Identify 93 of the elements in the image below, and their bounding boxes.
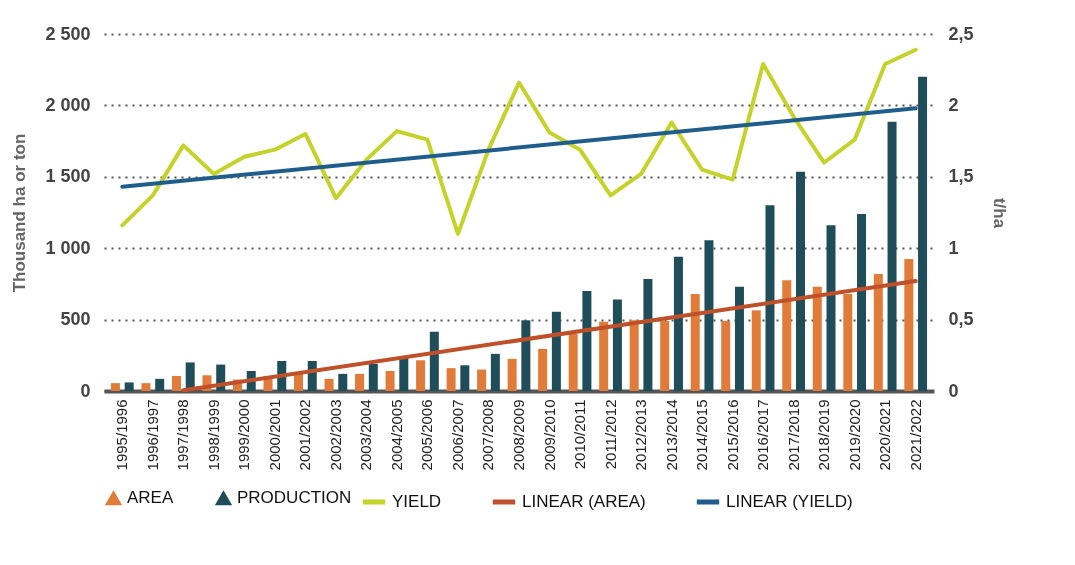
x-tick-label: 2014/2015 — [693, 399, 711, 471]
bar — [155, 378, 165, 391]
bar — [599, 321, 609, 391]
bar — [826, 225, 836, 391]
x-tick-label: 2007/2008 — [479, 399, 497, 471]
legend-label: LINEAR (AREA) — [522, 492, 646, 511]
y-tick-label: 2 500 — [45, 23, 91, 44]
bar — [721, 321, 731, 391]
bar — [629, 320, 639, 391]
x-tick-label: 2003/2004 — [357, 399, 375, 471]
bar — [446, 368, 456, 391]
legend-label: PRODUCTION — [237, 487, 352, 507]
bar — [918, 76, 928, 391]
bar — [673, 256, 683, 391]
bar — [612, 299, 622, 391]
x-tick-label: 2005/2006 — [418, 399, 436, 471]
bar — [324, 378, 334, 391]
bar — [490, 353, 500, 391]
bar — [568, 333, 578, 391]
x-tick-label: 2015/2016 — [723, 399, 741, 471]
y2-tick-label: 2 — [948, 94, 959, 115]
bar — [904, 258, 914, 391]
y-tick-label: 1 500 — [45, 166, 91, 187]
y2-tick-label: 1 — [948, 237, 959, 258]
bar — [857, 213, 867, 391]
bar — [355, 373, 365, 391]
x-tick-label: 2008/2009 — [510, 399, 527, 471]
y2-tick-label: 2,5 — [948, 23, 974, 44]
bar — [782, 280, 792, 391]
bar — [660, 321, 670, 391]
bar — [124, 382, 134, 391]
bar — [538, 348, 548, 391]
x-tick-label: 1995/1996 — [113, 399, 131, 471]
bar — [643, 278, 653, 391]
legend-label: AREA — [127, 487, 174, 507]
bar — [551, 311, 561, 391]
x-tick-label: 1997/1998 — [174, 399, 192, 471]
x-tick-label: 2010/2011 — [571, 399, 589, 470]
x-tick-label: 2006/2007 — [448, 399, 466, 471]
x-tick-label: 2019/2020 — [845, 399, 863, 471]
bar — [873, 273, 883, 391]
bar — [796, 171, 805, 391]
bar — [141, 383, 151, 391]
y-tick-label: 500 — [60, 309, 91, 330]
y-tick-label: 0 — [80, 380, 91, 401]
bar — [521, 320, 531, 391]
x-tick-label: 2000/2001 — [265, 399, 283, 471]
x-tick-label: 2017/2018 — [784, 399, 802, 471]
x-tick-label: 2009/2010 — [540, 399, 558, 471]
bar — [751, 310, 761, 391]
bar — [843, 293, 853, 391]
bar — [171, 376, 181, 391]
legend-label: LINEAR (YIELD) — [726, 492, 853, 511]
bar — [385, 371, 395, 391]
x-tick-label: 1999/2000 — [235, 399, 253, 471]
y-axis-title: Thousand ha or ton — [10, 133, 30, 293]
x-tick-label: 2012/2013 — [632, 399, 650, 471]
y-tick-label: 2 000 — [45, 94, 91, 115]
x-tick-label: 2020/2021 — [876, 399, 894, 471]
bar — [765, 205, 775, 391]
bar — [416, 360, 426, 391]
line-series — [120, 47, 918, 236]
x-tick-label: 2011/2012 — [601, 399, 619, 470]
y-tick-label: 1 000 — [45, 237, 91, 258]
x-tick-label: 2021/2022 — [906, 399, 924, 471]
bar — [812, 286, 822, 391]
bar — [294, 373, 304, 391]
x-tick-label: 1998/1999 — [204, 399, 222, 471]
bar — [429, 331, 439, 391]
bar — [887, 121, 897, 391]
bar — [477, 369, 487, 391]
x-tick-label: 2018/2019 — [815, 399, 833, 471]
x-tick-label: 1996/1997 — [143, 399, 161, 471]
bar — [734, 286, 744, 391]
x-tick-label: 2004/2005 — [387, 399, 405, 471]
x-tick-label: 2016/2017 — [754, 399, 772, 471]
legend-label: YIELD — [392, 492, 442, 511]
bar — [704, 240, 714, 391]
y2-tick-label: 0 — [948, 380, 959, 401]
bar — [368, 363, 378, 391]
bar — [690, 293, 700, 391]
bar — [399, 356, 409, 391]
bar — [460, 365, 470, 391]
x-tick-label: 2001/2002 — [296, 399, 314, 471]
y2-tick-label: 1,5 — [948, 166, 974, 187]
bar — [582, 291, 592, 391]
x-tick-label: 2013/2014 — [662, 399, 680, 471]
bar — [338, 373, 348, 391]
x-tick-label: 2002/2003 — [326, 399, 344, 471]
y2-tick-label: 0,5 — [948, 309, 974, 330]
y2-axis-title: t/ha — [989, 197, 1009, 229]
bar — [110, 383, 120, 391]
bar — [507, 358, 517, 391]
